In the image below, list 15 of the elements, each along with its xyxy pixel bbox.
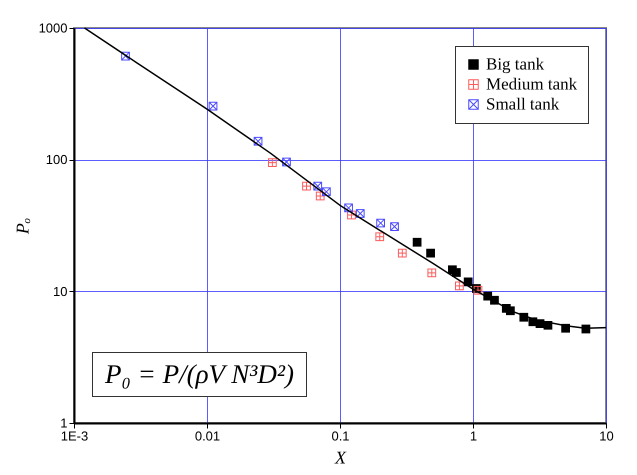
y-axis-title: Pₒ (12, 218, 33, 236)
x-tick-label: 1E-3 (60, 428, 88, 444)
x-tick-label: 0.01 (194, 428, 220, 444)
x-axis-title: X (334, 448, 347, 468)
annotation: P₀ = P/(ρV N³D²) (92, 352, 307, 397)
x-tick-label: 0.1 (331, 428, 350, 444)
legend-label: Small tank (486, 94, 560, 114)
legend-label: Medium tank (486, 74, 578, 94)
legend-label: Big tank (486, 54, 545, 74)
x-tick-label: 1 (470, 428, 478, 444)
y-tick-label: 1 (60, 416, 68, 430)
y-tick-label: 1000 (38, 20, 68, 36)
y-tick-label: 10 (53, 284, 68, 299)
x-tick-label: 10 (599, 428, 614, 444)
y-tick-label: 100 (46, 152, 68, 168)
